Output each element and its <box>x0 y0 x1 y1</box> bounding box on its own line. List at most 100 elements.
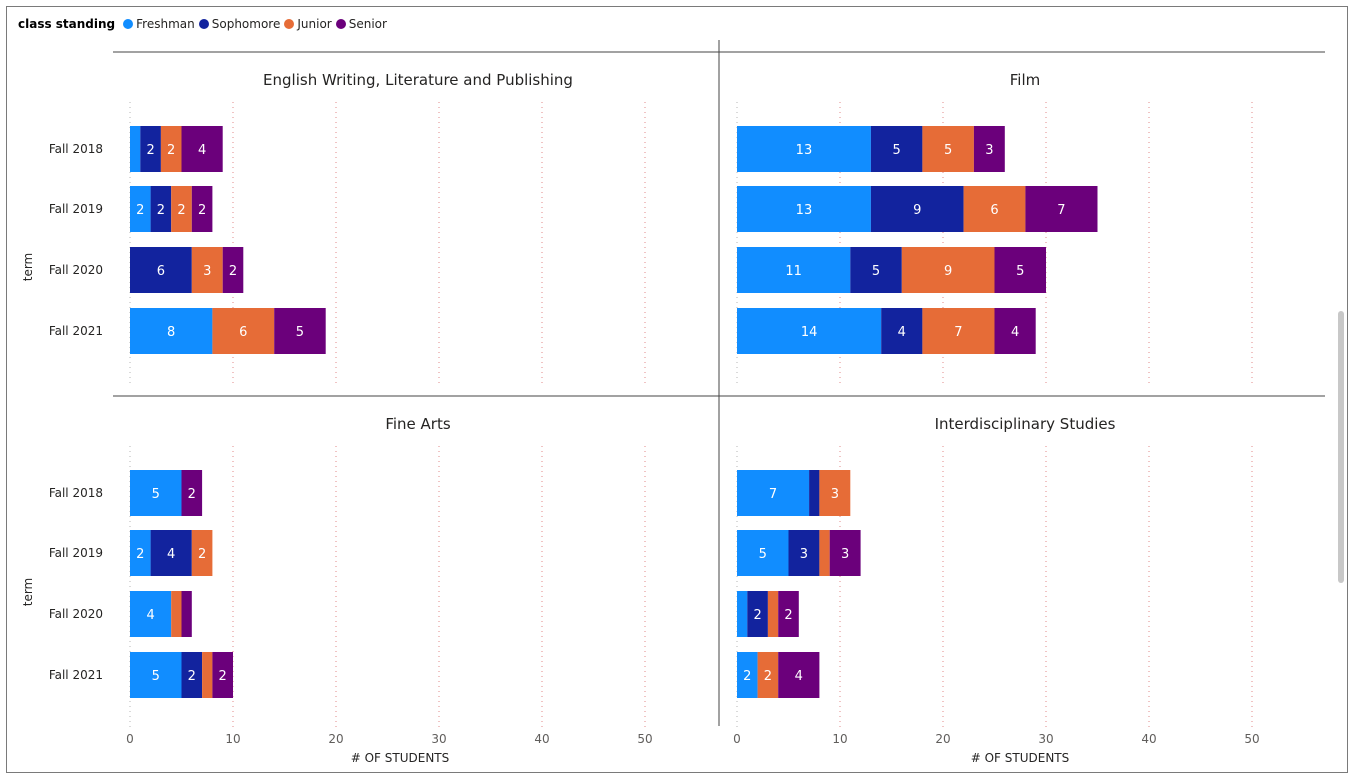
bar-sophomore[interactable] <box>881 308 923 354</box>
data-label: 6 <box>239 325 247 340</box>
bar-senior[interactable] <box>191 186 213 232</box>
bar-freshman[interactable] <box>737 530 789 576</box>
bar-senior[interactable] <box>778 652 820 698</box>
bar-freshman[interactable] <box>737 186 871 232</box>
bar-junior[interactable] <box>819 470 851 516</box>
x-tick-label: 20 <box>328 732 343 746</box>
bar-junior[interactable] <box>757 652 779 698</box>
data-label: 4 <box>898 325 906 340</box>
bar-junior[interactable] <box>160 126 182 172</box>
bar-freshman[interactable] <box>737 470 810 516</box>
bar-sophomore[interactable] <box>140 126 161 172</box>
bar-junior[interactable] <box>922 126 974 172</box>
bar-freshman[interactable] <box>130 308 213 354</box>
bar-senior[interactable] <box>212 652 233 698</box>
bar-junior[interactable] <box>171 186 192 232</box>
x-tick-label: 50 <box>1244 732 1259 746</box>
x-tick-label: 40 <box>534 732 549 746</box>
data-label: 9 <box>913 203 921 218</box>
data-label: 3 <box>800 547 808 562</box>
bar-junior[interactable] <box>963 186 1026 232</box>
bar-freshman[interactable] <box>130 591 172 637</box>
data-label: 5 <box>296 325 304 340</box>
bar-sophomore[interactable] <box>150 530 192 576</box>
bar-freshman[interactable] <box>737 247 851 293</box>
bar-sophomore[interactable] <box>181 652 203 698</box>
x-tick-label: 10 <box>225 732 240 746</box>
bar-junior[interactable] <box>922 308 995 354</box>
bar-senior[interactable] <box>973 126 1005 172</box>
bar-freshman[interactable] <box>130 652 182 698</box>
data-label: 7 <box>1057 203 1065 218</box>
legend-item-senior[interactable]: Senior <box>335 17 387 31</box>
data-label: 5 <box>152 487 160 502</box>
bar-sophomore[interactable] <box>870 186 964 232</box>
data-label: 2 <box>146 143 154 158</box>
x-tick-label: 30 <box>1038 732 1053 746</box>
bar-junior[interactable] <box>819 530 830 576</box>
bar-senior[interactable] <box>994 247 1047 293</box>
bar-freshman[interactable] <box>130 186 151 232</box>
category-label: Fall 2020 <box>49 263 103 277</box>
data-label: 2 <box>198 547 206 562</box>
bar-senior[interactable] <box>994 308 1036 354</box>
category-label: Fall 2021 <box>49 668 103 682</box>
bar-senior[interactable] <box>829 530 861 576</box>
bar-senior[interactable] <box>181 470 203 516</box>
data-label: 2 <box>753 608 761 623</box>
bar-junior[interactable] <box>171 591 182 637</box>
x-axis-title: # OF STUDENTS <box>351 751 450 765</box>
data-label: 6 <box>157 264 165 279</box>
legend-item-freshman[interactable]: Freshman <box>123 17 195 31</box>
y-axis-title: term <box>21 253 35 282</box>
bar-sophomore[interactable] <box>130 247 192 293</box>
bar-freshman[interactable] <box>737 308 882 354</box>
x-tick-label: 30 <box>431 732 446 746</box>
legend-item-junior[interactable]: Junior <box>284 17 332 31</box>
data-label: 14 <box>801 325 818 340</box>
bar-freshman[interactable] <box>737 126 871 172</box>
bar-freshman[interactable] <box>130 530 151 576</box>
bar-sophomore[interactable] <box>150 186 172 232</box>
category-label: Fall 2018 <box>49 486 103 500</box>
category-label: Fall 2019 <box>49 546 103 560</box>
bar-senior[interactable] <box>222 247 244 293</box>
data-label: 2 <box>229 264 237 279</box>
legend-label-junior: Junior <box>297 17 332 31</box>
bar-junior[interactable] <box>901 247 995 293</box>
bar-senior[interactable] <box>1025 186 1098 232</box>
bar-junior[interactable] <box>767 591 779 637</box>
bar-senior[interactable] <box>181 126 223 172</box>
bar-sophomore[interactable] <box>747 591 768 637</box>
data-label: 5 <box>1016 264 1024 279</box>
bar-sophomore[interactable] <box>788 530 820 576</box>
x-tick-label: 50 <box>637 732 652 746</box>
bar-freshman[interactable] <box>130 126 141 172</box>
legend-item-sophomore[interactable]: Sophomore <box>198 17 280 31</box>
data-label: 13 <box>796 203 813 218</box>
bar-sophomore[interactable] <box>809 470 820 516</box>
data-label: 2 <box>764 669 772 684</box>
bar-freshman[interactable] <box>737 591 748 637</box>
bar-sophomore[interactable] <box>870 126 923 172</box>
bar-junior[interactable] <box>202 652 213 698</box>
bar-junior[interactable] <box>212 308 275 354</box>
bar-sophomore[interactable] <box>850 247 902 293</box>
bar-senior[interactable] <box>274 308 326 354</box>
bar-junior[interactable] <box>191 530 213 576</box>
data-label: 2 <box>177 203 185 218</box>
vertical-scrollbar[interactable] <box>1338 311 1344 583</box>
category-label: Fall 2018 <box>49 142 103 156</box>
freshman-dot-icon <box>123 19 134 29</box>
panel-title: English Writing, Literature and Publishi… <box>263 71 573 89</box>
bar-senior[interactable] <box>778 591 799 637</box>
data-label: 3 <box>203 264 211 279</box>
data-label: 2 <box>743 669 751 684</box>
bar-senior[interactable] <box>181 591 192 637</box>
data-label: 7 <box>769 487 777 502</box>
data-label: 7 <box>954 325 962 340</box>
bar-freshman[interactable] <box>737 652 758 698</box>
bar-freshman[interactable] <box>130 470 182 516</box>
bar-junior[interactable] <box>191 247 223 293</box>
